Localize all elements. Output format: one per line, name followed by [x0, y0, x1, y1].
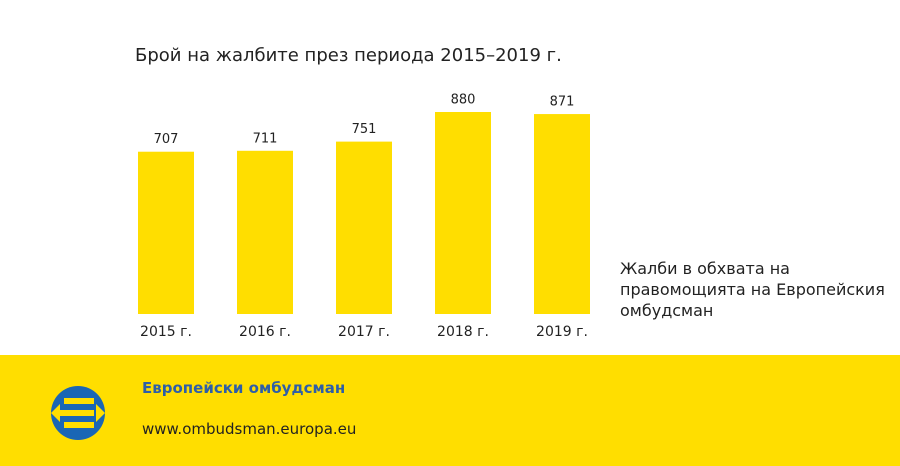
chart-title: Брой на жалбите през периода 2015–2019 г…: [135, 45, 562, 66]
data-label: 880: [451, 93, 476, 108]
x-tick-label: 2016 г.: [239, 324, 291, 340]
x-tick-label: 2019 г.: [536, 324, 588, 340]
bar: [336, 141, 392, 314]
logo: [51, 386, 105, 440]
x-tick-label: 2015 г.: [140, 324, 192, 340]
bar: [435, 112, 491, 314]
bar: [237, 150, 293, 314]
data-label: 711: [253, 131, 278, 146]
data-label: 707: [154, 132, 179, 147]
data-label: 751: [352, 122, 377, 137]
footer-band: [0, 355, 900, 466]
data-label: 871: [550, 95, 575, 110]
bar: [138, 151, 194, 314]
footer-title: Европейски омбудсман: [142, 379, 346, 397]
legend-label: Жалби в обхвата на правомощията на Европ…: [620, 259, 885, 320]
bar: [534, 114, 590, 314]
x-tick-label: 2017 г.: [338, 324, 390, 340]
footer-url: www.ombudsman.europa.eu: [142, 420, 357, 438]
x-tick-label: 2018 г.: [437, 324, 489, 340]
